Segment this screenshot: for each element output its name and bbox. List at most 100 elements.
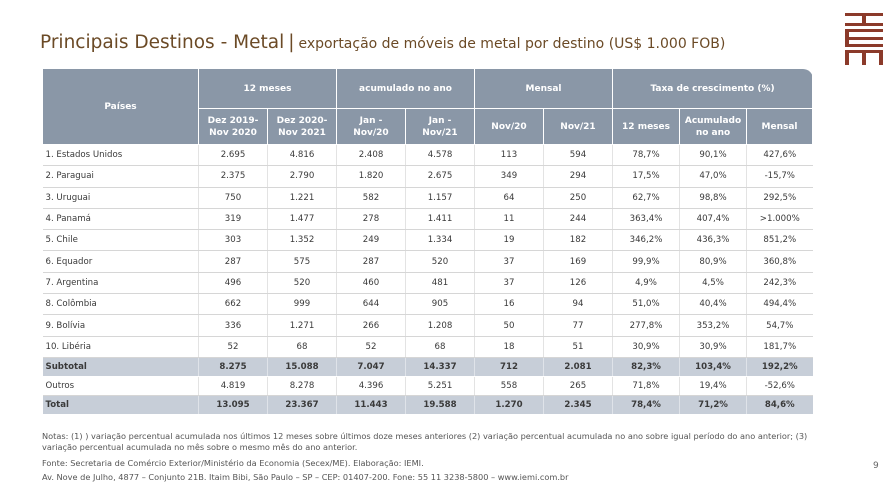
sub-header: Dez 2020- Nov 2021 xyxy=(267,108,337,145)
sub-header: Mensal xyxy=(746,108,814,145)
table-cell: 1.221 xyxy=(267,187,337,209)
table-cell: 905 xyxy=(405,293,475,316)
sub-header: 12 meses xyxy=(612,108,681,145)
iemi-logo xyxy=(845,13,883,65)
table-cell: 82,3% xyxy=(612,357,680,377)
table-cell: 80,9% xyxy=(679,250,747,273)
table-cell: 19.588 xyxy=(405,395,475,414)
table-row: 3. Uruguai 750 1.221 582 1.157 64 250 62,7% 98,8… xyxy=(42,187,813,209)
table-cell: 62,7% xyxy=(612,187,680,209)
source-line: Fonte: Secretaria de Comércio Exterior/M… xyxy=(42,458,424,468)
sub-header-line: 12 meses xyxy=(622,121,670,132)
table-cell: 113 xyxy=(474,144,544,167)
subtotal-row: Subtotal 8.275 15.088 7.047 14.337 712 2.081 82… xyxy=(42,357,813,377)
table-cell: 4,9% xyxy=(612,272,680,295)
table-cell: 94 xyxy=(542,293,613,316)
table-cell: 4.396 xyxy=(336,376,406,396)
row-label: 9. Bolívia xyxy=(42,314,199,337)
table-cell: 37 xyxy=(474,250,544,273)
table-cell: 169 xyxy=(542,250,613,273)
table-cell: 182 xyxy=(542,229,613,252)
table-cell: 1.208 xyxy=(405,314,475,337)
table-cell: 99,9% xyxy=(612,250,680,273)
table-cell: 265 xyxy=(542,376,613,396)
table-cell: 346,2% xyxy=(612,229,680,252)
table-cell: 277,8% xyxy=(612,314,680,337)
table-cell: 64 xyxy=(474,187,544,209)
table-row: 5. Chile 303 1.352 249 1.334 19 182 346,2% 436,3… xyxy=(42,229,813,252)
total-row: Total 13.095 23.367 11.443 19.588 1.270 2.345 7… xyxy=(42,395,813,414)
table-cell: 244 xyxy=(542,208,613,231)
table-cell: 520 xyxy=(267,272,337,295)
row-label: 8. Colômbia xyxy=(42,293,199,316)
table-cell: 1.157 xyxy=(405,187,475,209)
address-line: Av. Nove de Julho, 4877 – Conjunto 21B. … xyxy=(42,472,569,482)
group-header-acumulado: acumulado no ano xyxy=(336,68,475,109)
row-label: 1. Estados Unidos xyxy=(42,144,199,167)
sub-header-line: no ano xyxy=(695,127,731,138)
table-cell: 2.790 xyxy=(267,165,337,188)
table-cell: 999 xyxy=(267,293,337,316)
table-cell: 19,4% xyxy=(679,376,747,396)
table-cell: 594 xyxy=(542,144,613,167)
row-label: 10. Libéria xyxy=(42,336,199,358)
table-cell: 712 xyxy=(474,357,544,377)
table-cell: 336 xyxy=(198,314,268,337)
table-cell: 98,8% xyxy=(679,187,747,209)
table-row: 4. Panamá 319 1.477 278 1.411 11 244 363,4% 407,… xyxy=(42,208,813,231)
table-cell: 2.081 xyxy=(542,357,613,377)
table-cell: 51 xyxy=(542,336,613,358)
col-header-paises: Países xyxy=(42,68,199,145)
table-cell: 4,5% xyxy=(679,272,747,295)
table-row: 7. Argentina 496 520 460 481 37 126 4,9% 4,5% 242… xyxy=(42,272,813,295)
sub-header-line: Dez 2020- xyxy=(276,115,328,126)
table-cell: 427,6% xyxy=(746,144,813,167)
table-cell: 349 xyxy=(474,165,544,188)
table-cell: >1.000% xyxy=(746,208,813,231)
table-cell: 8.275 xyxy=(198,357,268,377)
table-cell: 19 xyxy=(474,229,544,252)
table-cell: 662 xyxy=(198,293,268,316)
sub-header: Jan - Nov/20 xyxy=(336,108,406,145)
table-cell: 4.816 xyxy=(267,144,337,167)
table-cell: 4.578 xyxy=(405,144,475,167)
table-cell: 78,7% xyxy=(612,144,680,167)
table-cell: 2.375 xyxy=(198,165,268,188)
table-cell: 84,6% xyxy=(746,395,813,414)
table-cell: 644 xyxy=(336,293,406,316)
table-cell: 11 xyxy=(474,208,544,231)
table-cell: 1.477 xyxy=(267,208,337,231)
table-cell: 582 xyxy=(336,187,406,209)
sub-header-line: Acumulado xyxy=(684,115,742,126)
table-cell: 2.695 xyxy=(198,144,268,167)
table-cell: 481 xyxy=(405,272,475,295)
row-label: 6. Equador xyxy=(42,250,199,273)
table-cell: 52 xyxy=(336,336,406,358)
row-label: Total xyxy=(42,395,199,414)
table-cell: 37 xyxy=(474,272,544,295)
table-cell: 71,2% xyxy=(679,395,747,414)
table-cell: 242,3% xyxy=(746,272,813,295)
table-cell: -52,6% xyxy=(746,376,813,396)
table-cell: 30,9% xyxy=(612,336,680,358)
table-cell: 16 xyxy=(474,293,544,316)
page-title: Principais Destinos - Metal | exportação d… xyxy=(40,32,725,53)
table-cell: 181,7% xyxy=(746,336,813,358)
table-cell: 363,4% xyxy=(612,208,680,231)
table-row: 8. Colômbia 662 999 644 905 16 94 51,0% 40,4% 494… xyxy=(42,293,813,316)
table-cell: 17,5% xyxy=(612,165,680,188)
sub-header-line: Jan - xyxy=(428,115,452,126)
table-cell: 18 xyxy=(474,336,544,358)
table-cell: 68 xyxy=(267,336,337,358)
table-cell: 13.095 xyxy=(198,395,268,414)
table-cell: 250 xyxy=(542,187,613,209)
table-cell: 51,0% xyxy=(612,293,680,316)
table-cell: 54,7% xyxy=(746,314,813,337)
table-cell: 68 xyxy=(405,336,475,358)
table-cell: 103,4% xyxy=(679,357,747,377)
table-cell: 750 xyxy=(198,187,268,209)
title-separator: | xyxy=(288,32,295,53)
table-cell: 460 xyxy=(336,272,406,295)
footnotes: Notas: (1) ) variação percentual acumula… xyxy=(42,431,808,452)
table-cell: 15.088 xyxy=(267,357,337,377)
